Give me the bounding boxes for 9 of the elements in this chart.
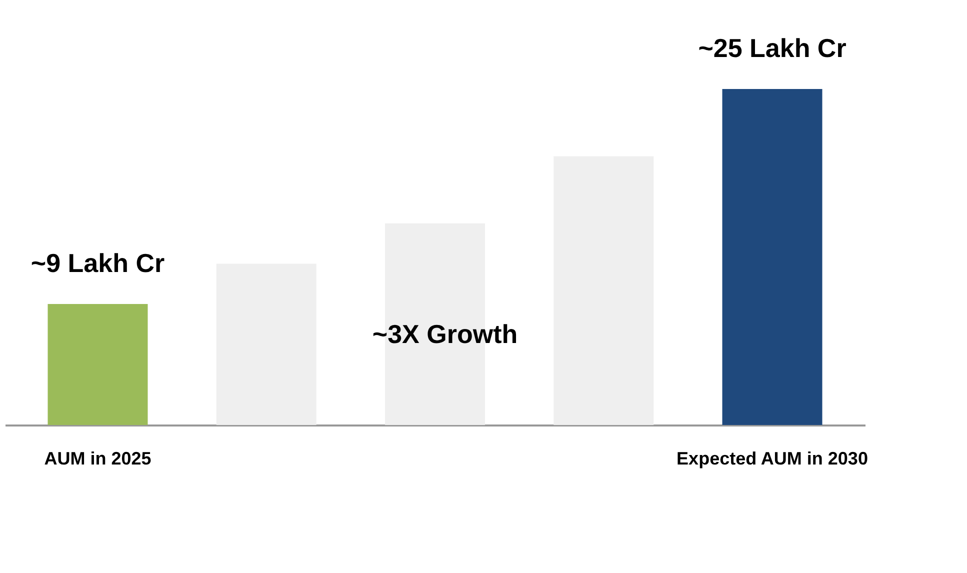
bar [48,304,148,425]
bar [722,89,822,425]
data-label: ~9 Lakh Cr [30,248,165,278]
bar [554,156,654,425]
annotation: ~3X Growth [372,319,518,349]
x-tick-label: AUM in 2025 [44,448,152,468]
bar [216,264,316,425]
data-label: ~25 Lakh Cr [698,33,846,63]
x-tick-label: Expected AUM in 2030 [676,448,868,468]
